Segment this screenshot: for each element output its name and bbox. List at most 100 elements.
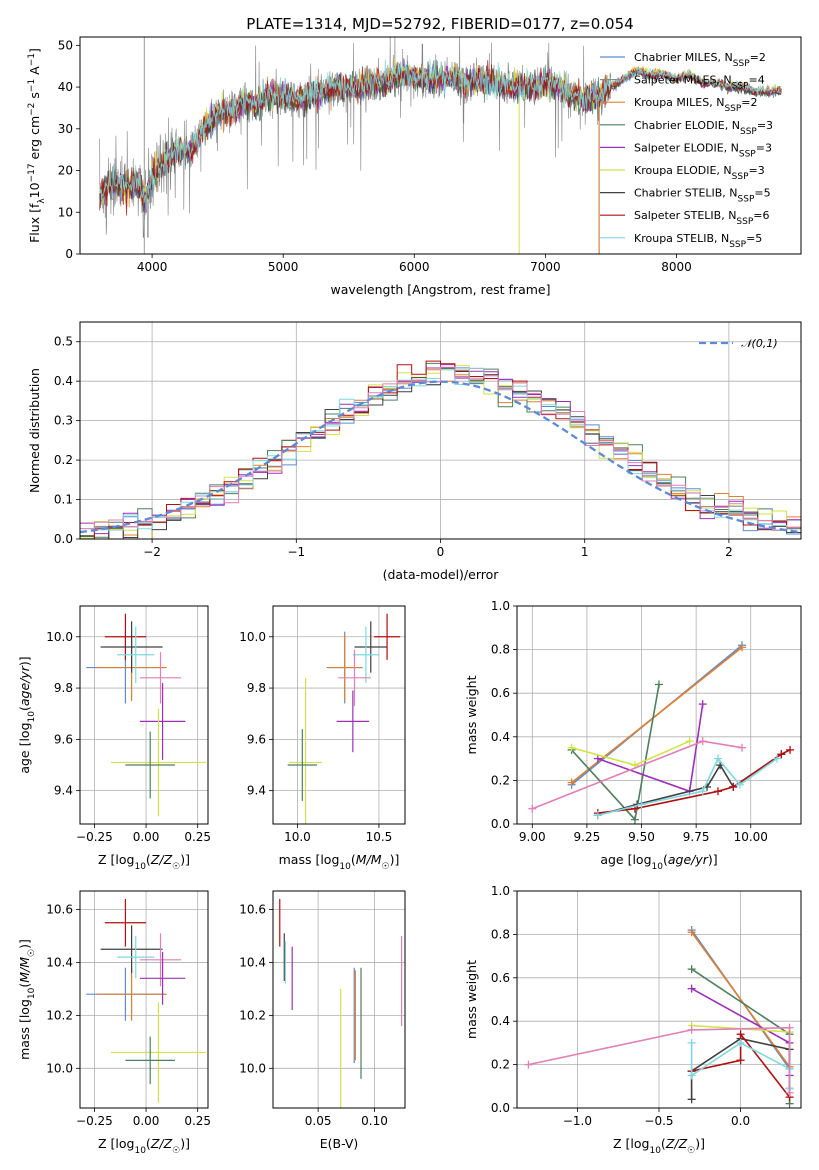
x-tick-label: 0.00 [133, 830, 160, 844]
x-tick-label: 0 [437, 545, 445, 559]
weight-marker [593, 754, 602, 763]
label-part: SSP [729, 240, 746, 250]
label-part: M/M [356, 852, 382, 867]
x-axis-label: (data-model)/error [383, 567, 500, 582]
label-part: =5 [754, 187, 770, 200]
legend-entry: Chabrier ELODIE, NSSP=3 [634, 119, 773, 137]
plot-area [86, 613, 206, 817]
x-tick-label: 2 [725, 545, 733, 559]
label-part: =2 [750, 51, 766, 64]
y-tick-label: 10.4 [46, 955, 73, 969]
label-part: =4 [749, 74, 765, 87]
label-part: erg cm [27, 116, 42, 164]
y-tick-label: 9.6 [54, 732, 73, 746]
weight-line-8 [528, 1026, 791, 1093]
y-tick-label: 0.2 [54, 453, 73, 467]
weight-marker [777, 750, 786, 759]
label-part: ☉ [382, 862, 390, 872]
label-part: =2 [741, 96, 757, 109]
label-part: )] [17, 939, 32, 949]
weight-marker [698, 787, 707, 796]
x-axis-label: mass [log10(M/M☉)] [279, 852, 400, 872]
weight-marker [738, 743, 747, 752]
label-part: ( [663, 852, 668, 867]
label-part: Z [log [613, 1136, 649, 1151]
histogram-series-8 [80, 366, 801, 539]
y-tick-label: 10 [58, 205, 73, 219]
x-tick-label: 10.0 [284, 830, 311, 844]
label-part: −1 [27, 79, 37, 92]
label-part: M/M [17, 957, 32, 983]
label-part: Kroupa STELIB, N [634, 232, 729, 245]
y-tick-label: 0.4 [54, 374, 73, 388]
legend-entry: Salpeter ELODIE, NSSP=3 [634, 141, 772, 159]
x-axis-label: age [log10(age/yr)] [600, 852, 717, 872]
label-part: SSP [724, 104, 741, 114]
weight-marker [637, 800, 646, 809]
y-tick-label: 1.0 [491, 599, 510, 613]
y-tick-label: 10.4 [239, 955, 266, 969]
legend-entry-gaussian: 𝒩(0,1) [741, 337, 778, 350]
label-part: )] [180, 852, 190, 867]
y-tick-label: 0.0 [491, 817, 510, 831]
label-part: =5 [746, 232, 762, 245]
label-part: A [27, 66, 42, 79]
x-tick-label: 0.00 [133, 1114, 160, 1128]
y-tick-label: 0.2 [491, 773, 510, 787]
label-part: 10 [27, 711, 37, 723]
chart-title: PLATE=1314, MJD=52792, FIBERID=0177, z=0… [246, 15, 633, 33]
y-tick-label: 10.6 [239, 903, 266, 917]
weight-marker [729, 782, 738, 791]
label-part: =3 [757, 119, 773, 132]
label-part: Salpeter ELODIE, N [634, 141, 739, 154]
label-part: Kroupa ELODIE, N [634, 164, 732, 177]
x-axis-label: Z [log10(Z/Z☉)] [98, 852, 190, 872]
label-part: age/yr [668, 852, 709, 867]
weight-marker [735, 780, 744, 789]
weight-marker [630, 815, 639, 824]
y-tick-label: 0.5 [54, 335, 73, 349]
y-tick-label: 0.0 [54, 532, 73, 546]
axes-frame [79, 605, 209, 825]
label-part: −1 [27, 53, 37, 66]
label-part: 10 [339, 862, 351, 872]
label-part: ] [27, 48, 42, 53]
label-part: s [27, 92, 42, 103]
label-part: SSP [733, 59, 750, 69]
label-part: Flux [f [27, 203, 42, 243]
x-tick-label: −2 [143, 545, 161, 559]
observed-spectrum-line [99, 37, 600, 238]
plot-area [80, 360, 801, 539]
label-part: Chabrier MILES, N [634, 51, 733, 64]
weight-marker [786, 745, 795, 754]
weight-line-6 [597, 749, 791, 814]
weight-marker [785, 1088, 794, 1097]
label-part: )] [180, 1136, 190, 1151]
label-part: )] [708, 852, 718, 867]
weight-line-7 [597, 757, 778, 817]
x-tick-label: 0.05 [305, 1114, 332, 1128]
legend-entry: Chabrier STELIB, NSSP=5 [634, 187, 771, 205]
weight-marker [524, 1060, 533, 1069]
chart-layer: 4000 5000 6000 7000 800001020304050Chabrier … [17, 36, 802, 1156]
y-tick-label: 0.4 [491, 1014, 510, 1028]
y-axis-label: Flux [fλ10−17 erg cm−2 s−1 A−1] [27, 48, 47, 243]
label-part: SSP [736, 217, 753, 227]
label-part: ☉ [27, 949, 37, 957]
weight-marker [736, 1030, 745, 1039]
weight-marker [713, 787, 722, 796]
x-tick-label: 7000 [530, 260, 561, 274]
x-tick-label: 9.25 [574, 830, 601, 844]
y-tick-label: 0.8 [491, 927, 510, 941]
label-part: Chabrier ELODIE, N [634, 119, 740, 132]
label-part: ☉ [172, 862, 180, 872]
weight-marker [785, 1023, 794, 1032]
panel-residuals: −2 −1 0 1 2 0.0 0.1 0.2 0.3 0.4 0.5 𝒩(0,1) (data-mod… [27, 321, 802, 582]
weight-marker [655, 680, 663, 689]
label-part: Chabrier STELIB, N [634, 187, 738, 200]
label-part: ( [351, 852, 356, 867]
plot-area [287, 613, 401, 824]
y-axis-label: mass weight [464, 960, 479, 1039]
x-tick-label: 0.25 [184, 1114, 211, 1128]
